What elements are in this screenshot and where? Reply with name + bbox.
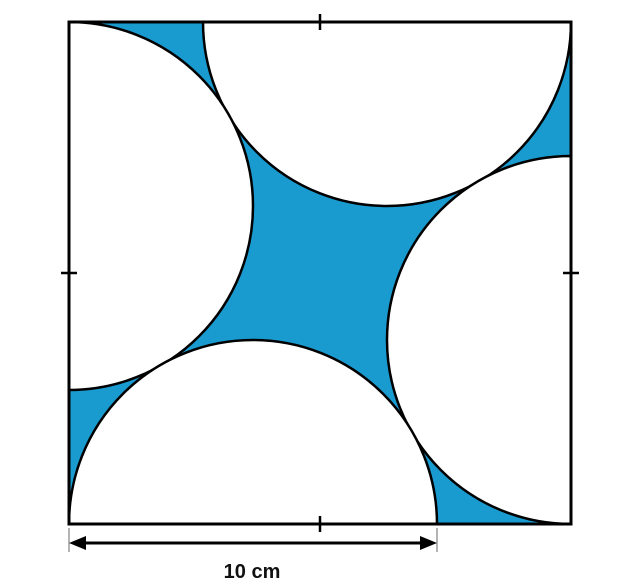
- dimension-arrow: [69, 528, 437, 552]
- dimension-label: 10 cm: [200, 560, 304, 584]
